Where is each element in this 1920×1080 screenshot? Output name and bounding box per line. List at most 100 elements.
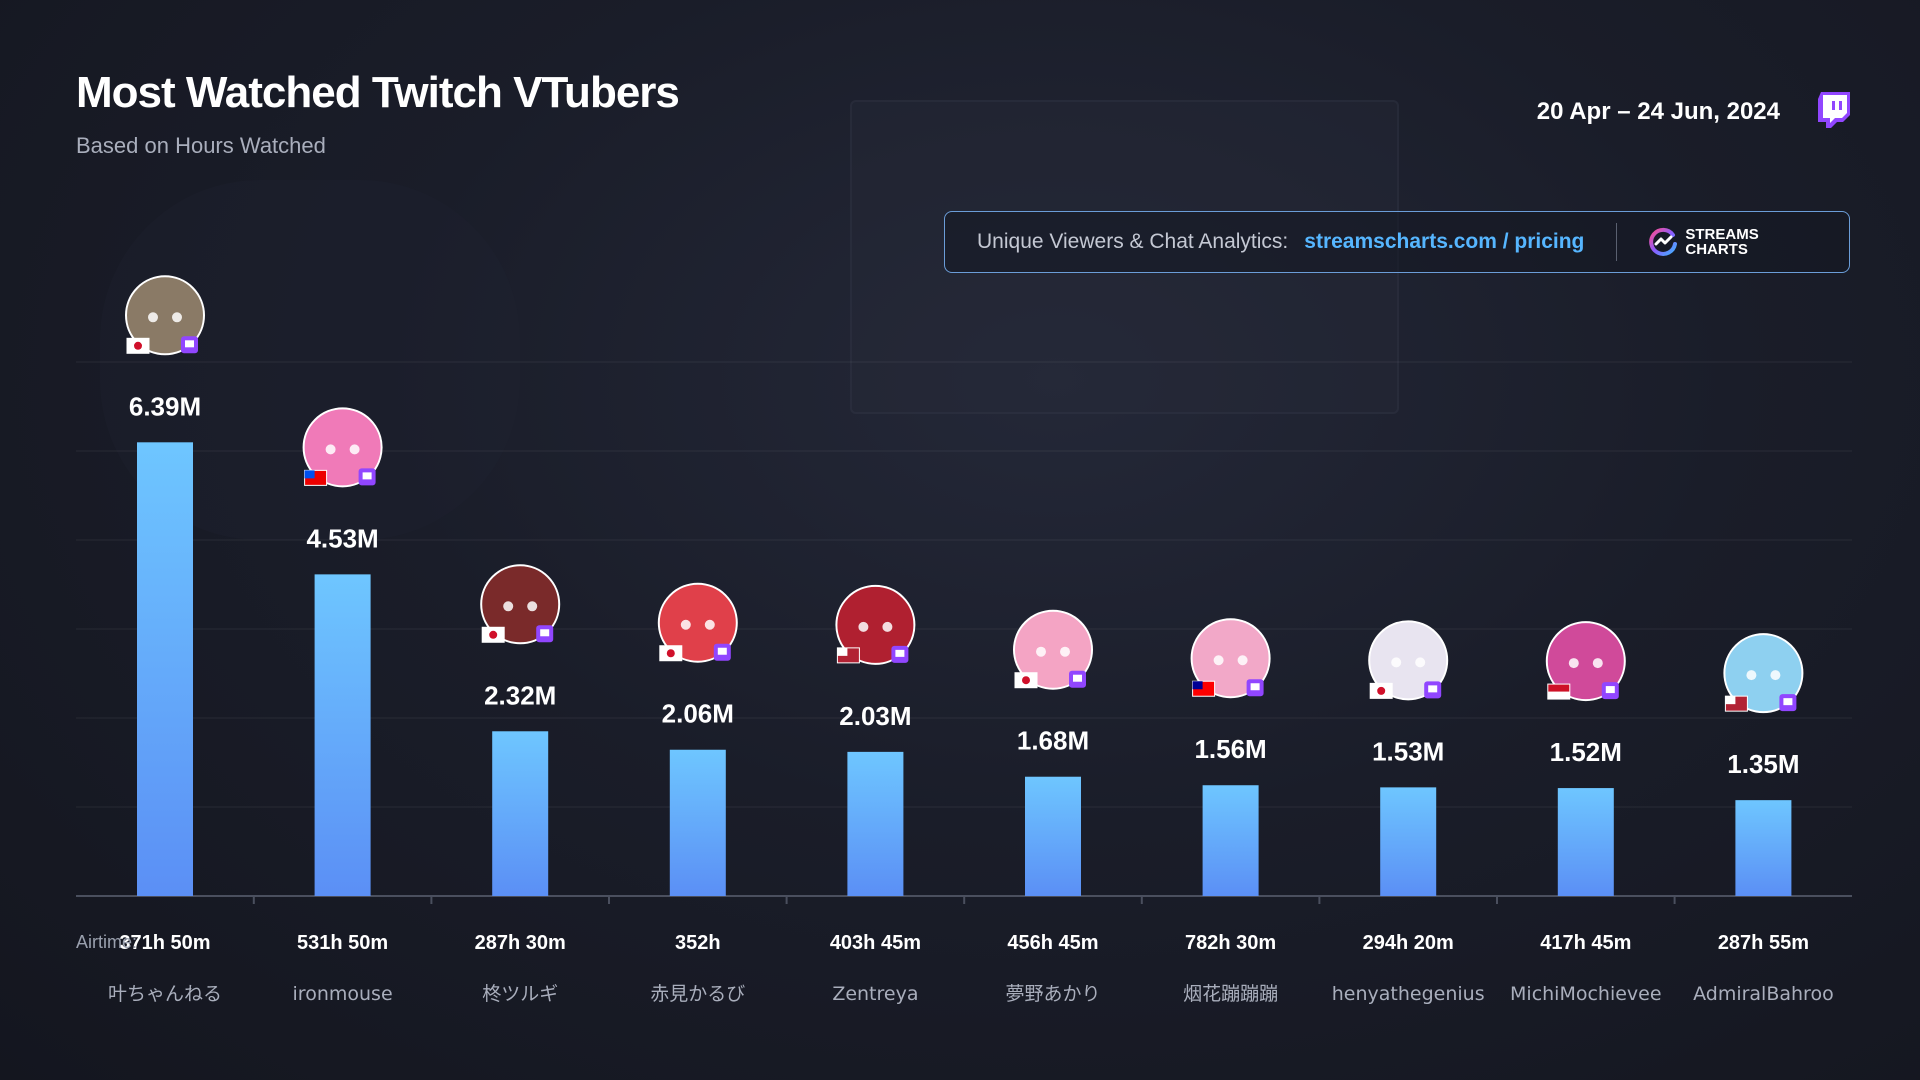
avatar-eye (349, 444, 360, 455)
twitch-badge-glyph (362, 472, 372, 480)
bar (847, 751, 904, 896)
avatar-eye (1770, 670, 1781, 681)
bar (137, 442, 193, 896)
streamer-avatar (1013, 609, 1093, 690)
streamer-name: 柊ツルギ (482, 983, 558, 1005)
page-subtitle: Based on Hours Watched (76, 133, 326, 158)
streamer-avatar (1545, 621, 1626, 702)
airtime-label: 371h 50m (119, 932, 210, 954)
bar (492, 731, 549, 896)
twitch-badge-glyph (1783, 698, 1793, 706)
avatar-pink-bob (1013, 609, 1093, 690)
flag-mark (1547, 691, 1570, 700)
twitch-badge-glyph (1428, 685, 1438, 693)
twitch-badge-glyph (1605, 686, 1615, 694)
airtime-label: 782h 30m (1185, 932, 1276, 954)
page-title: Most Watched Twitch VTubers (76, 68, 680, 117)
airtime-label: 531h 50m (297, 932, 388, 954)
avatar-anime-boy (125, 275, 205, 356)
avatar-pink-spiral (1545, 621, 1626, 702)
twitch-icon (1818, 92, 1850, 128)
streamer-name: AdmiralBahroo (1693, 983, 1834, 1005)
airtime-label: 417h 45m (1540, 932, 1631, 954)
airtime-label: 352h (675, 932, 721, 954)
airtime-label: 287h 30m (475, 932, 566, 954)
streams-charts-icon (1649, 227, 1678, 256)
streamer-name: 叶ちゃんねる (108, 983, 222, 1005)
flag-mark (1192, 681, 1203, 690)
avatar-blue-ghost (1723, 633, 1804, 714)
streamer-name: 赤見かるび (650, 983, 745, 1005)
avatar-eye (172, 312, 182, 323)
value-label: 1.53M (1372, 736, 1444, 766)
streamer-avatar (657, 582, 738, 663)
twitch-badge-glyph (540, 629, 550, 637)
twitch-badge-glyph (717, 647, 727, 655)
value-label: 2.03M (839, 701, 911, 731)
airtime-label: 294h 20m (1363, 932, 1454, 954)
avatar-eye (527, 601, 538, 612)
streamer-avatar (1723, 633, 1804, 714)
streamer-avatar (1368, 620, 1449, 701)
flag-mark (304, 470, 315, 479)
bar (1735, 800, 1792, 896)
twitch-badge-glyph (895, 649, 905, 657)
value-label: 1.68M (1017, 726, 1089, 756)
streamer-avatar (835, 584, 916, 665)
promo-label: Unique Viewers & Chat Analytics: (977, 230, 1289, 253)
avatar-red-hair (657, 582, 738, 663)
value-label: 1.52M (1550, 737, 1622, 767)
promo-banner[interactable]: Unique Viewers & Chat Analytics: streams… (944, 211, 1850, 273)
flag-mark (1022, 676, 1030, 685)
avatar-dark-red-hair (480, 564, 561, 645)
avatar-eye (325, 444, 336, 455)
streamer-name: MichiMochievee (1510, 983, 1662, 1005)
avatar-eye (858, 621, 869, 632)
avatar-eye (1568, 658, 1579, 669)
value-label: 4.53M (306, 523, 378, 553)
streamer-avatar (480, 564, 561, 645)
streamer-name: henyathegenius (1332, 983, 1485, 1005)
avatar-eye (148, 312, 158, 323)
flag-mark (666, 649, 675, 658)
bar (1380, 787, 1437, 896)
streamer-name: ironmouse (293, 983, 393, 1005)
streamer-name: Zentreya (832, 983, 918, 1005)
brand-line-1: STREAMS (1685, 226, 1759, 243)
twitch-badge-glyph (1250, 683, 1260, 691)
avatar-eye (1746, 670, 1757, 681)
streams-charts-logo[interactable]: STREAMS CHARTS (1647, 226, 1759, 258)
value-label: 6.39M (129, 391, 201, 421)
value-label: 2.32M (484, 680, 556, 710)
twitch-badge-glyph (185, 340, 194, 348)
bar (1202, 785, 1259, 896)
streamer-avatar (302, 407, 383, 488)
bar (314, 574, 371, 896)
streamer-name: 夢野あかり (1005, 983, 1100, 1005)
value-label: 2.06M (662, 699, 734, 729)
bar (1557, 788, 1614, 896)
flag-mark (837, 647, 848, 656)
airtime-label: 456h 45m (1007, 932, 1098, 954)
bar (669, 749, 726, 896)
avatar-eye (1213, 655, 1224, 666)
flag-mark (1377, 686, 1386, 695)
avatar-eye (1237, 655, 1248, 666)
airtime-label: 287h 55m (1718, 932, 1809, 954)
brand-line-2: CHARTS (1685, 241, 1748, 258)
avatar-eye (680, 619, 691, 630)
avatar-white-creature (1368, 620, 1449, 701)
avatar-red-white-hair (835, 584, 916, 665)
value-label: 1.56M (1194, 734, 1266, 764)
avatar-eye (1391, 657, 1402, 668)
avatar-eye (704, 619, 715, 630)
streamer-avatar (1190, 618, 1271, 699)
value-label: 1.35M (1727, 749, 1799, 779)
avatar-eye (1415, 657, 1426, 668)
avatar-eye (882, 621, 893, 632)
streamer-name: 烟花蹦蹦蹦 (1183, 983, 1278, 1005)
pricing-link[interactable]: streamscharts.com / pricing (1304, 230, 1585, 253)
twitch-badge-glyph (1073, 674, 1082, 682)
bar (1025, 776, 1081, 896)
